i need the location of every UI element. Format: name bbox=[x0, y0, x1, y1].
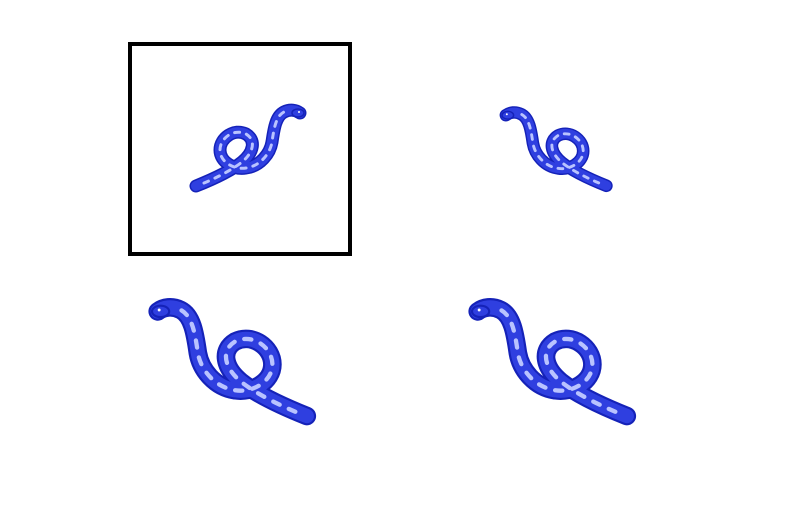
option-2-card[interactable] bbox=[480, 90, 640, 210]
blue-snake-icon bbox=[468, 298, 637, 426]
option-4-card[interactable] bbox=[448, 284, 672, 444]
blue-snake-icon bbox=[189, 103, 307, 193]
blue-snake-icon bbox=[148, 298, 317, 426]
option-3-card[interactable] bbox=[128, 284, 352, 444]
option-1-card[interactable] bbox=[128, 42, 352, 256]
blue-snake-icon bbox=[499, 106, 613, 193]
